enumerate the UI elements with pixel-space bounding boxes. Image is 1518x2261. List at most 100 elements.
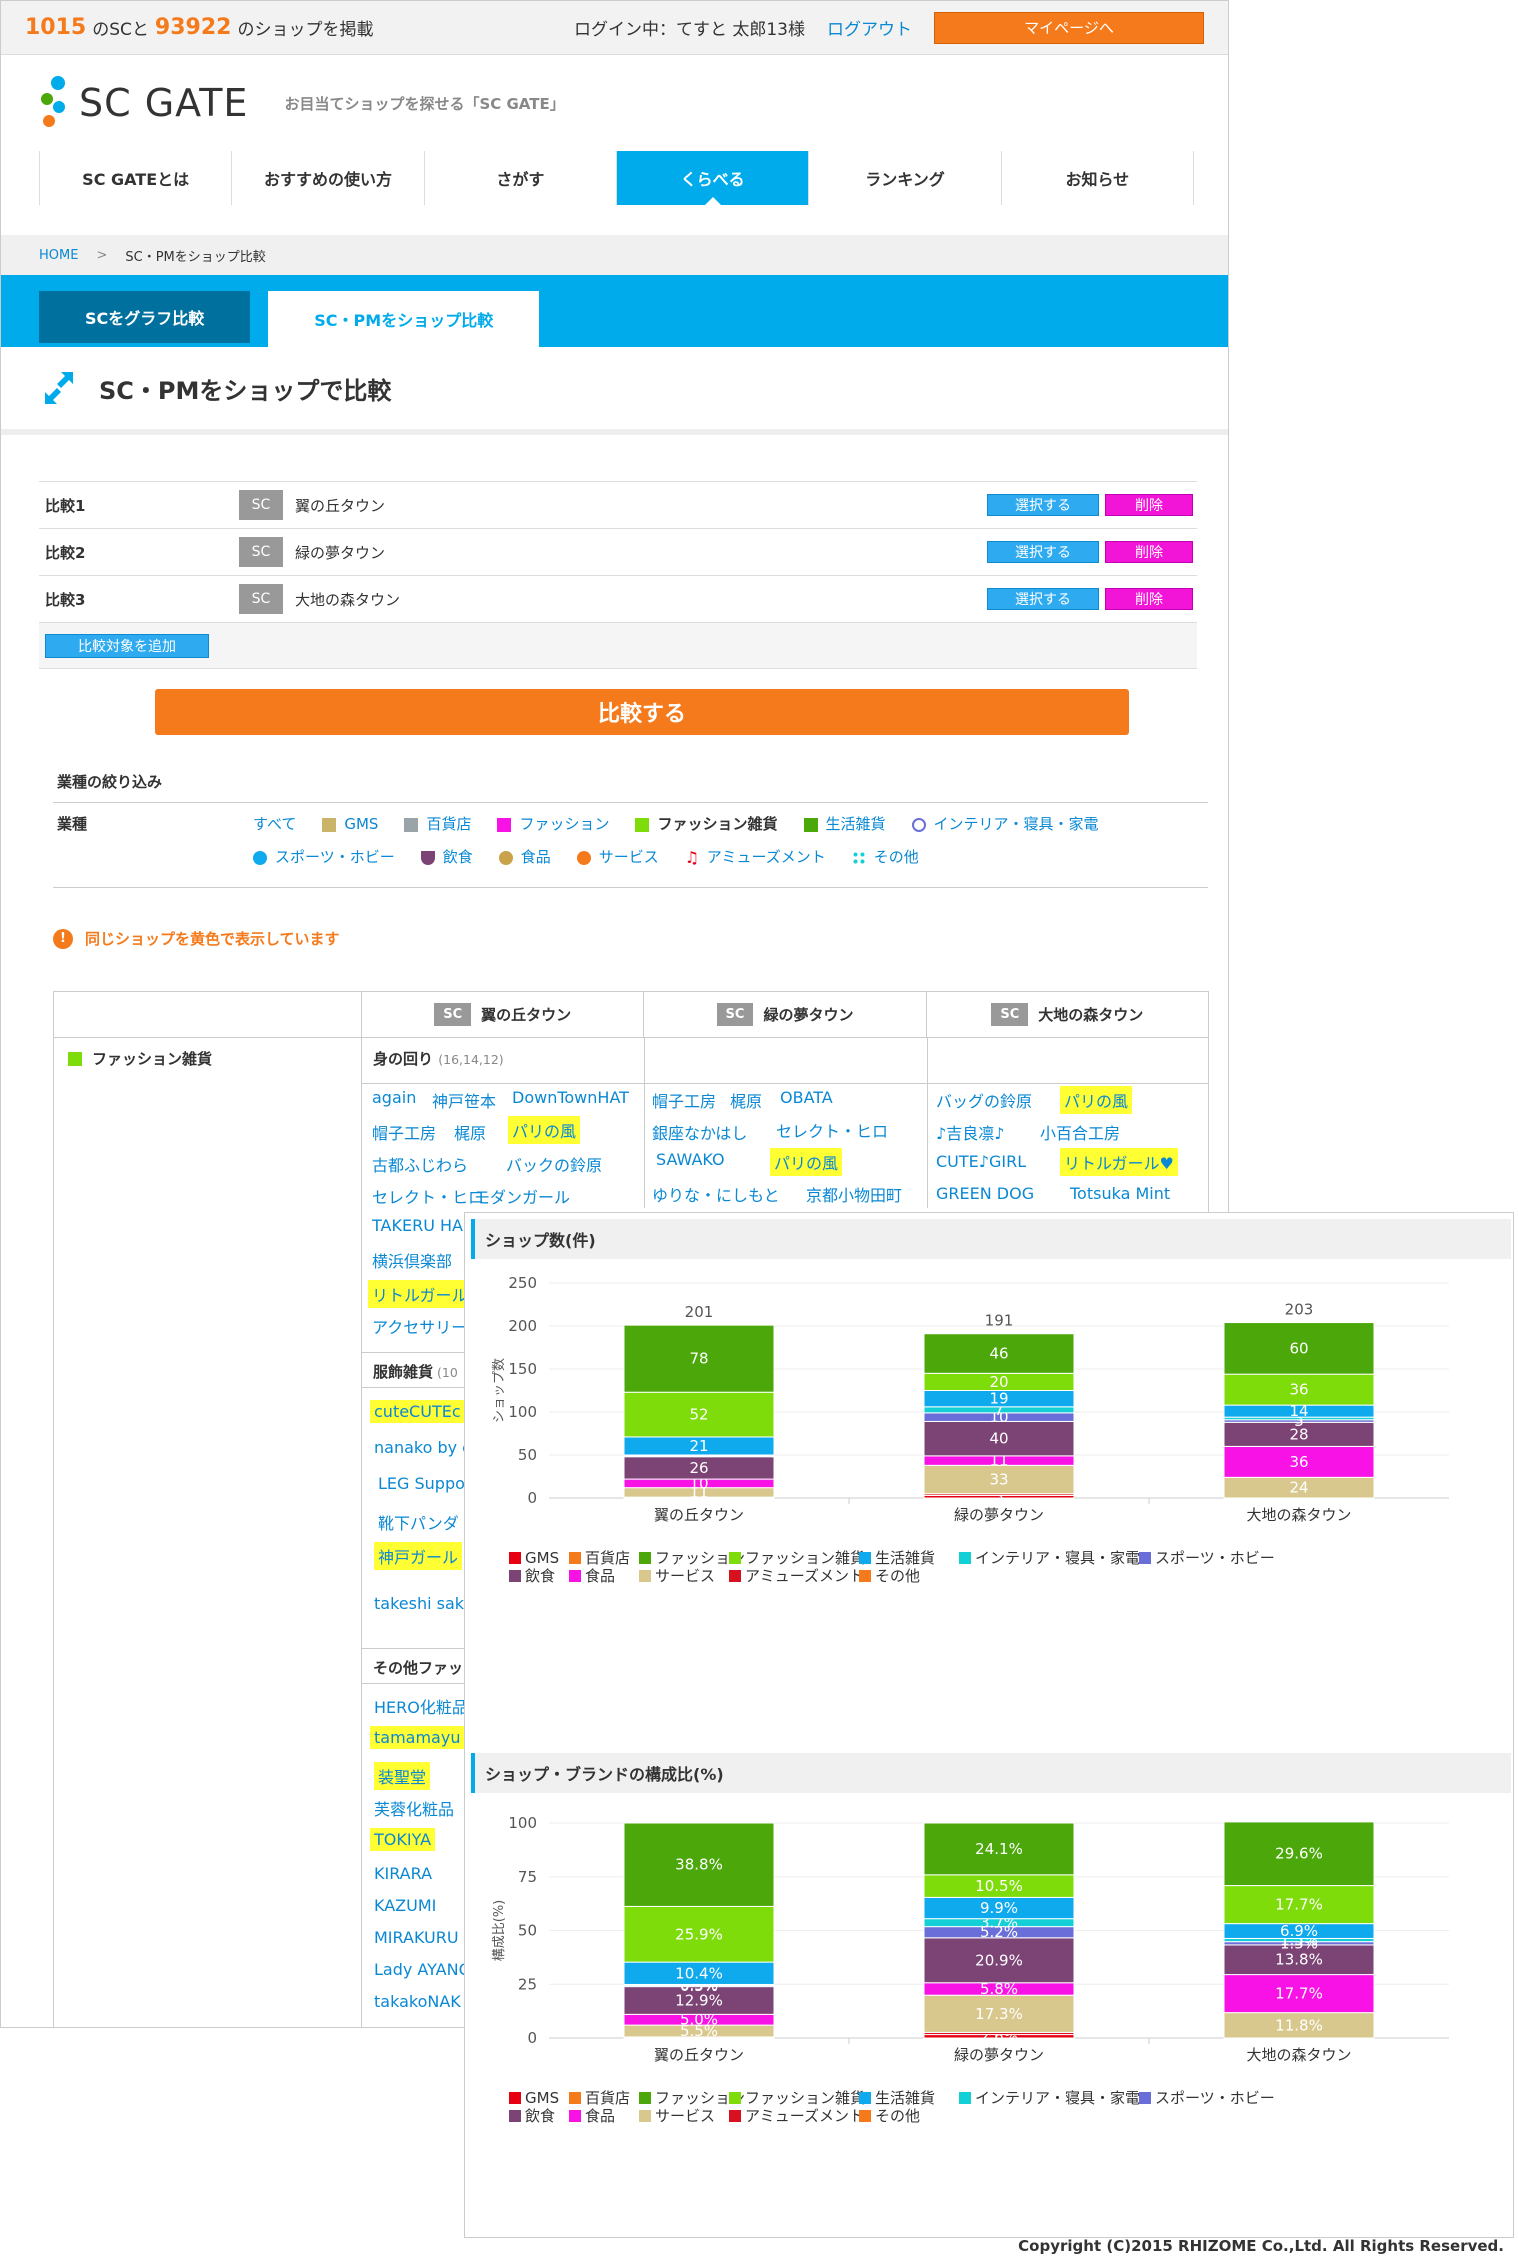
breadcrumb: HOME > SC・PMをショップ比較 (1, 235, 1228, 275)
sub-label: その他ファッ (373, 1659, 464, 1677)
shop-link[interactable]: takeshi saka (374, 1594, 474, 1613)
chip-sports[interactable]: スポーツ・ホビー (253, 846, 395, 869)
nav-news[interactable]: お知らせ (1002, 151, 1194, 205)
legend-label: 食品 (585, 2107, 615, 2125)
shop-link[interactable]: ♪吉良凛♪ (936, 1124, 1005, 1143)
shop-link[interactable]: リトルガール♥ (1060, 1148, 1178, 1176)
shop-link[interactable]: 梶原 (730, 1092, 763, 1111)
shop-link[interactable]: TAKERU HA (372, 1216, 463, 1235)
shop-link[interactable]: SAWAKO (656, 1150, 725, 1169)
data-label: 3 (994, 1488, 1004, 1506)
shop-link[interactable]: アクセサリー (372, 1318, 468, 1337)
legend-label: ファッション雑貨 (745, 1549, 865, 1567)
shop-link[interactable]: KAZUMI (374, 1896, 437, 1915)
delete-button[interactable]: 削除 (1105, 494, 1193, 516)
shop-link[interactable]: Lady AYANO (374, 1960, 472, 1979)
filter-title: 業種の絞り込み (53, 761, 1208, 803)
shop-link[interactable]: tamamayu (370, 1726, 465, 1749)
chip-all[interactable]: すべて (253, 813, 296, 836)
mypage-button[interactable]: マイページへ (934, 11, 1204, 44)
select-button[interactable]: 選択する (987, 541, 1099, 563)
bar-segment (923, 1420, 1075, 1457)
shop-link[interactable]: 装聖堂 (374, 1762, 431, 1790)
shop-link[interactable]: again (372, 1088, 417, 1107)
shop-link[interactable]: cuteCUTEc (370, 1400, 465, 1423)
shop-link[interactable]: モダンガール (474, 1188, 571, 1207)
sub-label: 服飾雑貨 (373, 1363, 434, 1381)
nav-ranking[interactable]: ランキング (809, 151, 1002, 205)
legend-swatch (639, 2110, 651, 2122)
shop-link[interactable]: 小百合工房 (1040, 1124, 1121, 1143)
shop-link[interactable]: バックの鈴原 (506, 1156, 603, 1175)
nav-compare[interactable]: くらべる (616, 151, 810, 205)
delete-button[interactable]: 削除 (1105, 588, 1193, 610)
shop-link[interactable]: LEG Suppo (378, 1474, 465, 1493)
shop-link[interactable]: MIRAKURU (374, 1928, 459, 1947)
select-button[interactable]: 選択する (987, 588, 1099, 610)
data-label: 36 (1289, 1453, 1308, 1471)
breadcrumb-current: SC・PMをショップ比較 (125, 249, 266, 265)
chip-food[interactable]: 食品 (498, 846, 551, 869)
chip-gms[interactable]: GMS (322, 813, 378, 836)
shop-link[interactable]: 神戸ガール (374, 1542, 463, 1570)
shop-link[interactable]: DownTownHAT (512, 1088, 629, 1107)
shop-link[interactable]: HERO化粧品 (374, 1698, 468, 1717)
tab-graph-compare[interactable]: SCをグラフ比較 (39, 291, 251, 343)
shop-link[interactable]: takakoNAK (374, 1992, 461, 2011)
data-label: 5.2% (980, 1923, 1018, 1941)
shop-link[interactable]: パリの風 (508, 1116, 581, 1144)
chip-label: 食品 (520, 848, 551, 866)
data-label: 19 (989, 1390, 1008, 1408)
shop-link[interactable]: 神戸笹本 (432, 1092, 497, 1111)
chip-label: ファッション (519, 815, 610, 833)
nav-search[interactable]: さがす (425, 151, 617, 205)
tab-shop-compare[interactable]: SC・PMをショップ比較 (268, 291, 540, 347)
chip-label: サービス (598, 848, 659, 866)
chip-interior[interactable]: インテリア・寝具・家電 (911, 813, 1099, 836)
legend-label: サービス (655, 2107, 715, 2125)
compare-submit-button[interactable]: 比較する (155, 689, 1129, 735)
shop-link[interactable]: 古都ふじわら (372, 1156, 469, 1175)
shop-link[interactable]: 芙蓉化粧品 (374, 1800, 455, 1819)
chip-food-drink[interactable]: 飲食 (420, 846, 473, 869)
chip-amusement[interactable]: ♫ アミューズメント (685, 846, 826, 869)
chip-fashion-goods[interactable]: ファッション雑貨 (635, 813, 778, 836)
select-button[interactable]: 選択する (987, 494, 1099, 516)
shop-link[interactable]: パリの風 (1060, 1086, 1133, 1114)
shop-link[interactable]: Totsuka Mint (1070, 1184, 1171, 1203)
chip-department[interactable]: 百貨店 (404, 813, 471, 836)
shop-link[interactable]: 梶原 (454, 1124, 487, 1143)
shop-link[interactable]: OBATA (780, 1088, 833, 1107)
shop-link[interactable]: CUTE♪GIRL (936, 1152, 1027, 1171)
breadcrumb-home[interactable]: HOME (39, 247, 79, 263)
shop-link[interactable]: KIRARA (374, 1864, 433, 1883)
data-label: 11.8% (1275, 2016, 1323, 2034)
shop-link[interactable]: 横浜倶楽部 (372, 1252, 453, 1271)
chip-service[interactable]: サービス (576, 846, 659, 869)
shop-link[interactable]: 靴下パンダ (378, 1514, 459, 1533)
chip-other[interactable]: その他 (851, 846, 919, 869)
shop-link[interactable]: セレクト・ヒロ (776, 1122, 889, 1141)
add-compare-button[interactable]: 比較対象を追加 (45, 633, 209, 658)
logo[interactable]: SC GATE (39, 75, 248, 131)
shop-link[interactable]: リトルガール (368, 1280, 472, 1308)
data-label: 6.9% (1280, 1922, 1318, 1940)
shop-link[interactable]: TOKIYA (370, 1828, 436, 1851)
shop-link[interactable]: nanako by c (374, 1438, 471, 1457)
shop-link[interactable]: 京都小物田町 (806, 1186, 903, 1205)
shop-link[interactable]: 帽子工房 (652, 1092, 717, 1111)
nav-howto[interactable]: おすすめの使い方 (232, 151, 425, 205)
chip-fashion[interactable]: ファッション (497, 813, 609, 836)
shop-link[interactable]: セレクト・ヒロ (372, 1188, 485, 1207)
shop-link[interactable]: 帽子工房 (372, 1124, 437, 1143)
shop-link[interactable]: ゆりな・にしもと (652, 1186, 780, 1205)
logout-link[interactable]: ログアウト (827, 20, 912, 40)
shop-link[interactable]: パリの風 (770, 1148, 843, 1176)
total-label: 191 (985, 1312, 1014, 1330)
chip-living[interactable]: 生活雑貨 (803, 813, 886, 836)
nav-about[interactable]: SC GATEとは (40, 151, 233, 205)
shop-link[interactable]: 銀座なかはし (652, 1124, 748, 1143)
shop-link[interactable]: バッグの鈴原 (936, 1092, 1033, 1111)
delete-button[interactable]: 削除 (1105, 541, 1193, 563)
shop-link[interactable]: GREEN DOG (936, 1184, 1035, 1203)
